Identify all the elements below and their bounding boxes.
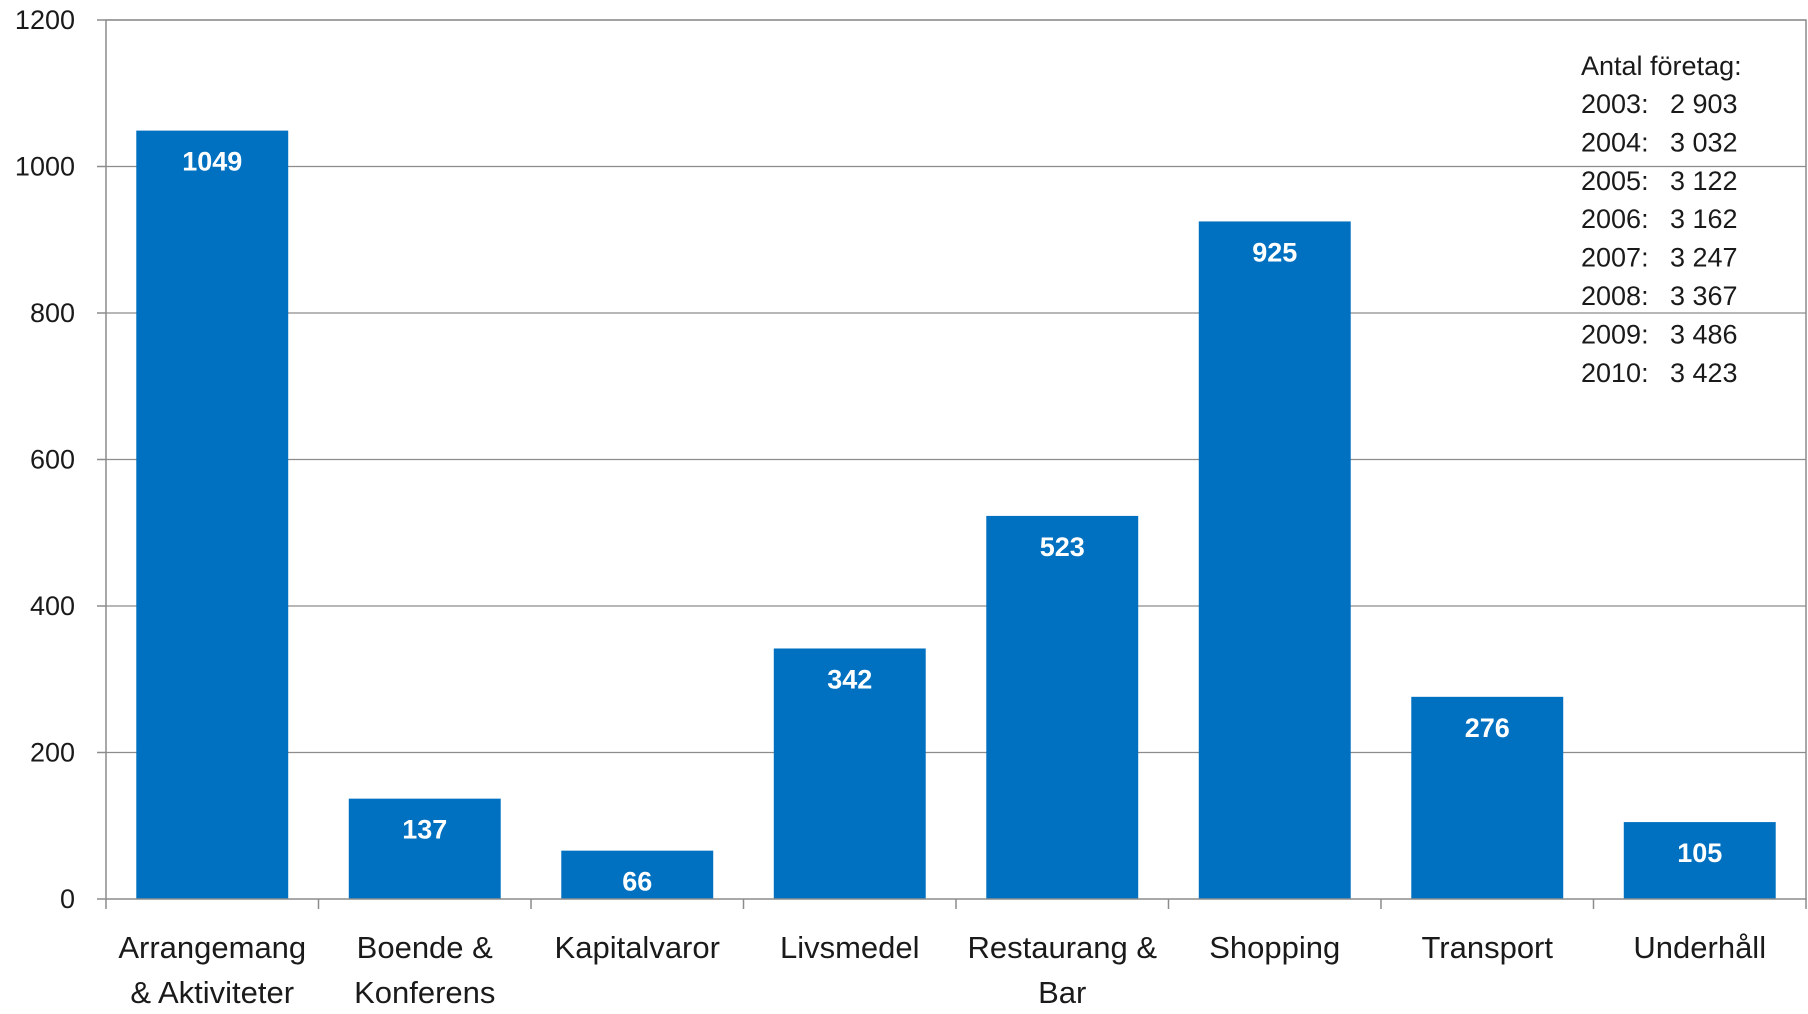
y-tick-labels: 0 200 400 600 800 1000 1200 [15, 5, 75, 914]
bar [348, 798, 501, 899]
x-category-label: Kapitalvaror [555, 930, 720, 965]
x-category-label: Restaurang & Bar [967, 930, 1157, 1009]
annotation-value: 3 162 [1670, 204, 1738, 234]
annotation-value: 3 486 [1670, 319, 1738, 349]
bar-value-label: 276 [1465, 713, 1510, 743]
bar [986, 515, 1139, 899]
y-tick-label: 800 [30, 298, 75, 328]
bar-value-label: 1049 [182, 147, 242, 177]
y-tick-label: 600 [30, 445, 75, 475]
bar [1411, 696, 1564, 899]
y-tick-label: 1200 [15, 5, 75, 35]
x-category-label: Arrangemang & Aktiviteter [118, 930, 306, 1009]
x-category-label: Shopping [1209, 930, 1340, 965]
bars [136, 130, 1776, 900]
y-tick-label: 400 [30, 591, 75, 621]
bar [773, 648, 926, 899]
company-count-annotation: Antal företag: 2003: 2 903 2004: 3 032 2005: 3… [1581, 51, 1742, 388]
data-labels: 1049 137 66 342 523 925 276 105 [182, 147, 1722, 897]
annotation-year: 2009: [1581, 319, 1649, 349]
annotation-value: 3 367 [1670, 281, 1738, 311]
y-tick-label: 200 [30, 738, 75, 768]
annotation-value: 2 903 [1670, 89, 1738, 119]
annotation-year: 2005: [1581, 166, 1649, 196]
bar [136, 130, 289, 900]
bar-value-label: 66 [622, 867, 652, 897]
bar [1198, 221, 1351, 899]
annotation-value: 3 122 [1670, 166, 1738, 196]
x-category-label: Boende & Konferens [354, 930, 495, 1009]
bar-value-label: 523 [1040, 532, 1085, 562]
x-category-label: Transport [1421, 930, 1553, 965]
annotation-value: 3 032 [1670, 127, 1738, 157]
x-category-label: Underhåll [1633, 930, 1766, 965]
annotation-value: 3 423 [1670, 358, 1738, 388]
axes [105, 19, 1807, 909]
bar-value-label: 137 [402, 815, 447, 845]
x-category-label: Livsmedel [780, 930, 920, 965]
bar-value-label: 342 [827, 664, 872, 694]
annotation-year: 2003: [1581, 89, 1649, 119]
bar [1623, 822, 1776, 899]
bar-value-label: 925 [1252, 237, 1297, 267]
annotation-year: 2007: [1581, 243, 1649, 273]
annotation-year: 2006: [1581, 204, 1649, 234]
annotation-year: 2004: [1581, 127, 1649, 157]
bar [561, 850, 714, 899]
annotation-title: Antal företag: [1581, 51, 1742, 81]
annotation-year: 2008: [1581, 281, 1649, 311]
x-category-labels: Arrangemang & Aktiviteter Boende & Konferen… [118, 930, 1766, 1010]
annotation-year: 2010: [1581, 358, 1649, 388]
y-tick-label: 0 [60, 884, 75, 914]
annotation-value: 3 247 [1670, 243, 1738, 273]
bar-value-label: 105 [1677, 838, 1722, 868]
y-tick-label: 1000 [15, 152, 75, 182]
